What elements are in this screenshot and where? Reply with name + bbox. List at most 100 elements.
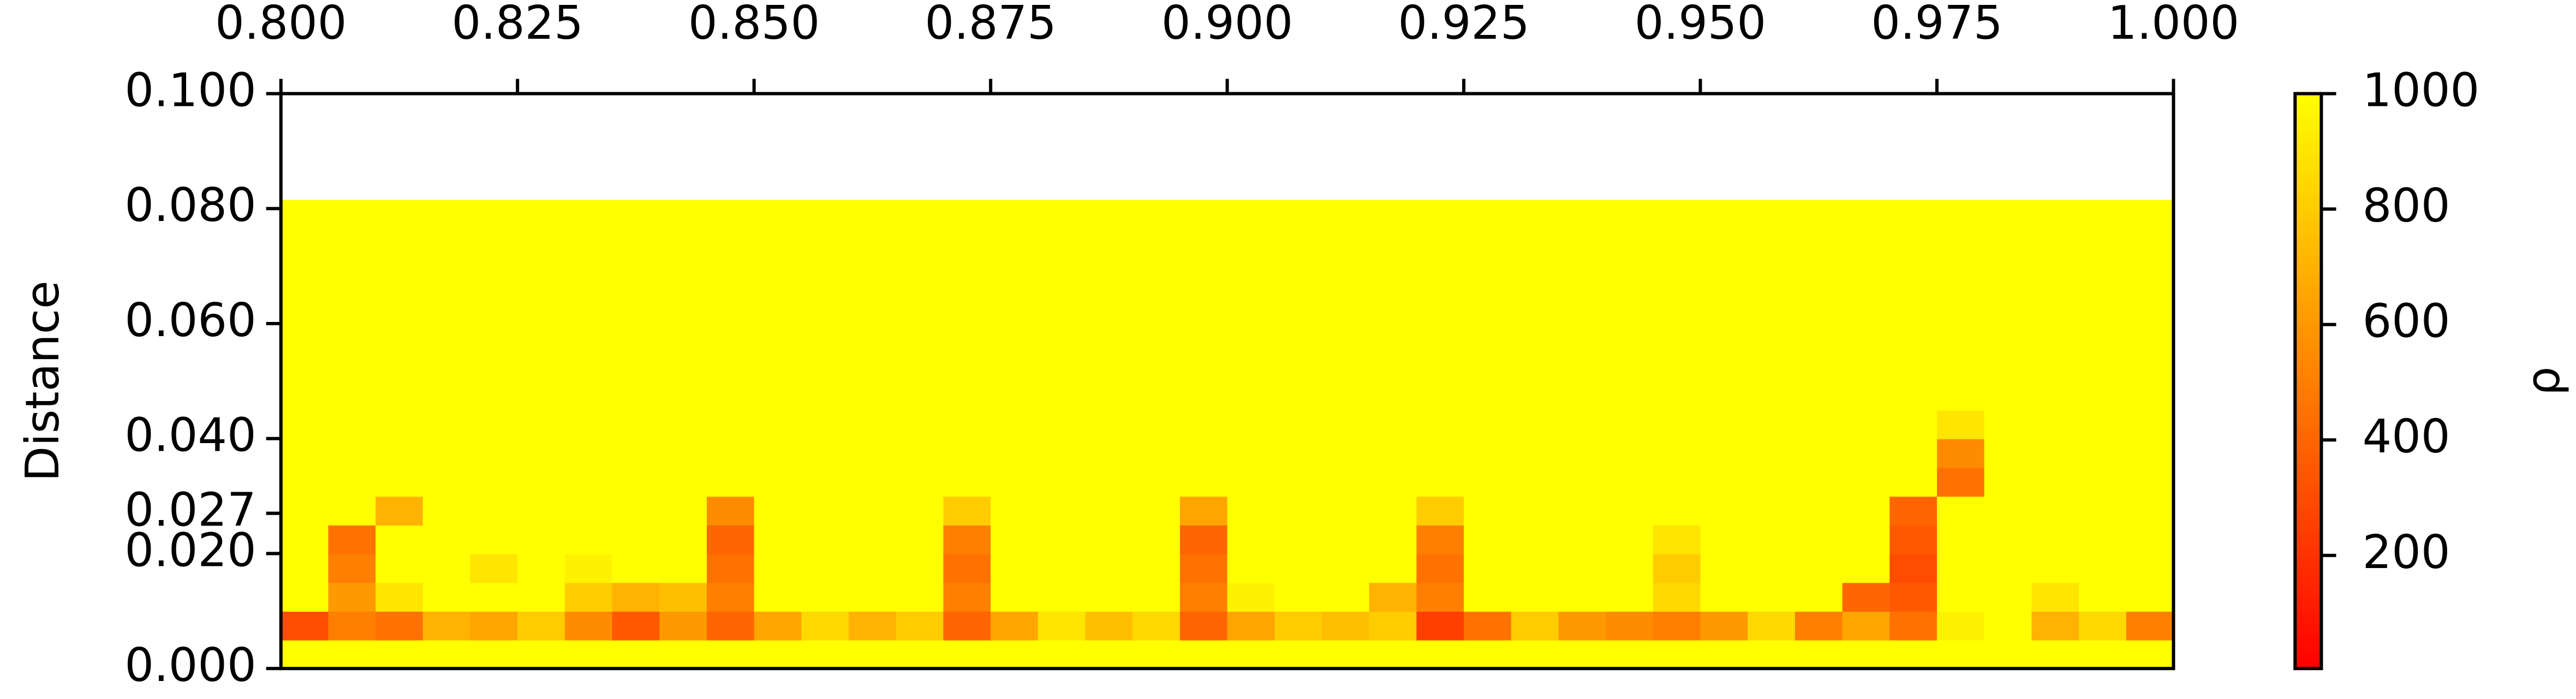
heatmap-cell	[1937, 467, 1985, 497]
heatmap-cell	[564, 467, 613, 497]
heatmap-cell	[1794, 438, 1843, 468]
heatmap-cell	[1416, 438, 1465, 468]
heatmap-cell	[281, 582, 329, 612]
heatmap-cell	[1558, 496, 1607, 525]
heatmap-cell	[1132, 553, 1181, 583]
heatmap-cell	[1889, 467, 1938, 497]
heatmap-cell	[1037, 438, 1086, 468]
heatmap-cell	[1653, 496, 1701, 525]
heatmap-cell	[1606, 611, 1654, 641]
heatmap-cell	[470, 467, 518, 497]
heatmap-cell	[328, 611, 377, 641]
heatmap-cell	[1937, 410, 1985, 439]
heatmap-cell	[2031, 582, 2080, 612]
heatmap-cell	[1085, 200, 1134, 411]
y-tick-label: 0.020	[124, 523, 256, 577]
heatmap-cell	[1132, 611, 1181, 641]
heatmap-cell	[1748, 553, 1796, 583]
heatmap-cell	[612, 200, 660, 411]
heatmap-cell	[1558, 200, 1607, 411]
heatmap-cell	[2031, 438, 2080, 468]
heatmap-cell	[1132, 496, 1181, 525]
heatmap-cell	[1416, 553, 1465, 583]
heatmap-cell	[2126, 524, 2174, 554]
heatmap-cell	[943, 582, 992, 612]
heatmap-cell	[517, 200, 566, 411]
heatmap-cell	[1464, 582, 1512, 612]
heatmap-cell	[1274, 467, 1323, 497]
heatmap-cell	[422, 200, 471, 411]
heatmap-cell	[2079, 524, 2127, 554]
heatmap-cell	[1464, 553, 1512, 583]
heatmap-cell	[564, 200, 613, 411]
heatmap-cell	[1984, 467, 2032, 497]
heatmap-cell	[1937, 524, 1985, 554]
heatmap-cell	[1179, 438, 1228, 468]
heatmap-cell	[801, 611, 850, 641]
heatmap-cell	[1700, 438, 1749, 468]
heatmap-cell	[1369, 611, 1417, 641]
y-tick-label: 0.060	[124, 294, 256, 347]
heatmap-cell	[1606, 438, 1654, 468]
heatmap-cell	[1085, 496, 1134, 525]
heatmap-cell	[943, 496, 992, 525]
heatmap-cell	[991, 467, 1039, 497]
colorbar-tick-label: 200	[2363, 525, 2450, 579]
heatmap-cell	[2031, 640, 2080, 670]
heatmap-cell	[1794, 496, 1843, 525]
colorbar-tick-label: 600	[2363, 295, 2450, 348]
heatmap-cell	[2031, 524, 2080, 554]
heatmap-cell	[1227, 611, 1275, 641]
heatmap-cell	[1653, 553, 1701, 583]
heatmap-cell	[612, 438, 660, 468]
y-axis-label: Distance	[16, 280, 69, 481]
heatmap-cell	[1842, 496, 1891, 525]
heatmap-cell	[1842, 524, 1891, 554]
heatmap-cell	[1794, 200, 1843, 411]
heatmap-cell	[1889, 200, 1938, 411]
heatmap-cell	[706, 553, 755, 583]
heatmap-cell	[1132, 524, 1181, 554]
heatmap-cell	[1227, 582, 1275, 612]
heatmap-cell	[1464, 438, 1512, 468]
heatmap-cell	[991, 200, 1039, 411]
heatmap-cell	[659, 640, 708, 670]
heatmap-cell	[1416, 410, 1465, 439]
heatmap-cell	[1132, 467, 1181, 497]
heatmap-cell	[1511, 611, 1559, 641]
heatmap-cell	[659, 553, 708, 583]
heatmap-cell	[281, 640, 329, 670]
heatmap-cell	[1842, 582, 1891, 612]
heatmap-cell	[1511, 582, 1559, 612]
heatmap-cell	[564, 553, 613, 583]
heatmap-cell	[1464, 467, 1512, 497]
heatmap-cell	[1889, 582, 1938, 612]
heatmap-cell	[1322, 438, 1370, 468]
heatmap-cell	[896, 438, 944, 468]
heatmap-cell	[1274, 200, 1323, 411]
heatmap-cell	[612, 640, 660, 670]
heatmap-cell	[1464, 524, 1512, 554]
heatmap-cell	[801, 582, 850, 612]
heatmap-cell	[422, 524, 471, 554]
heatmap-cell	[517, 611, 566, 641]
heatmap-cell	[1842, 410, 1891, 439]
heatmap-cell	[1085, 410, 1134, 439]
heatmap-cell	[281, 410, 329, 439]
heatmap-cell	[1984, 640, 2032, 670]
heatmap-cell	[470, 438, 518, 468]
heatmap-cell	[754, 582, 802, 612]
heatmap-cell	[1700, 582, 1749, 612]
heatmap-cell	[1369, 410, 1417, 439]
heatmap-cell	[943, 438, 992, 468]
heatmap-cell	[470, 611, 518, 641]
heatmap-cell	[1511, 410, 1559, 439]
heatmap-cell	[1416, 524, 1465, 554]
heatmap-cell	[1227, 640, 1275, 670]
heatmap-cell	[1700, 467, 1749, 497]
heatmap-cell	[2079, 410, 2127, 439]
heatmap-cell	[896, 496, 944, 525]
heatmap-cell	[328, 640, 377, 670]
heatmap-cell	[1700, 611, 1749, 641]
heatmap-cell	[1274, 410, 1323, 439]
